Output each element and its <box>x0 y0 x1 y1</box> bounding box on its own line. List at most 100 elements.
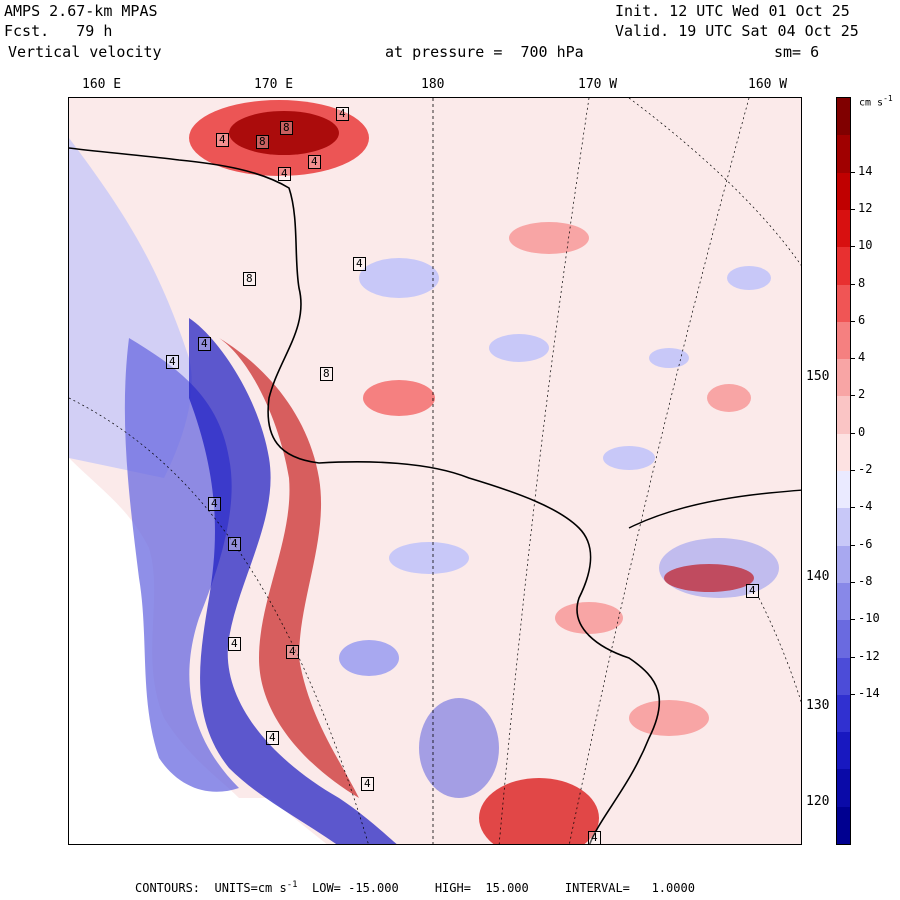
contour-label: 4 <box>216 133 229 147</box>
red-patch <box>707 384 751 412</box>
smoothing-label: sm= 6 <box>774 43 820 61</box>
colorbar-cell <box>837 769 850 808</box>
colorbar-cell <box>837 620 850 658</box>
contour-info: CONTOURS: UNITS=cm s-1 LOW= -15.000 HIGH… <box>135 880 695 895</box>
colorbar-tick <box>851 208 855 210</box>
blue-patch <box>649 348 689 368</box>
colorbar-tick <box>851 283 855 285</box>
colorbar-tick <box>851 395 855 397</box>
colorbar <box>836 97 851 845</box>
meridian-160e <box>69 397 369 844</box>
colorbar-cell <box>837 508 850 547</box>
colorbar-label: 8 <box>858 275 866 290</box>
colorbar-cell <box>837 247 850 285</box>
colorbar-tick <box>851 656 855 658</box>
coastline <box>69 147 661 844</box>
colorbar-cell <box>837 471 850 509</box>
colorbar-cell <box>837 657 850 696</box>
blue-patch <box>339 640 399 676</box>
colorbar-label: 4 <box>858 350 866 365</box>
east-updraft-area <box>664 564 754 592</box>
colorbar-cell <box>837 545 850 584</box>
blue-patch <box>489 334 549 362</box>
init-time: Init. 12 UTC Wed 01 Oct 25 <box>615 2 850 20</box>
colorbar-label: -4 <box>858 499 873 514</box>
contour-label: 4 <box>266 731 279 745</box>
contour-label: 4 <box>361 777 374 791</box>
contour-label: 4 <box>286 645 299 659</box>
forecast-hour: Fcst. 79 h <box>4 22 113 40</box>
out-of-domain-region <box>69 458 239 798</box>
colorbar-label: -8 <box>858 573 873 588</box>
blue-patch <box>389 542 469 574</box>
contour-label: 4 <box>198 337 211 351</box>
contour-label: 4 <box>166 355 179 369</box>
colorbar-cell <box>837 806 850 845</box>
contour-label: 4 <box>353 257 366 271</box>
contour-label: 4 <box>336 107 349 121</box>
colorbar-cell <box>837 694 850 733</box>
coastline-east <box>628 489 801 529</box>
blue-patch <box>359 258 439 298</box>
contour-label: 4 <box>278 167 291 181</box>
colorbar-label: -6 <box>858 536 873 551</box>
lon-tick-160w: 160 W <box>748 77 788 92</box>
valid-time: Valid. 19 UTC Sat 04 Oct 25 <box>615 22 859 40</box>
red-patch <box>555 602 623 634</box>
colorbar-cell <box>837 135 850 174</box>
strong-upward-band <box>219 338 359 798</box>
south-downdraft-area <box>419 698 499 798</box>
contour-label: 4 <box>746 584 759 598</box>
colorbar-tick <box>851 246 855 248</box>
contour-label: 8 <box>320 367 333 381</box>
contour-label: 4 <box>308 155 321 169</box>
colorbar-tick <box>851 507 855 509</box>
colorbar-label: 2 <box>858 387 866 402</box>
colorbar-tick <box>851 358 855 360</box>
colorbar-label: 0 <box>858 424 866 439</box>
out-of-domain-corner <box>69 798 327 844</box>
colorbar-label: -2 <box>858 462 873 476</box>
colorbar-tick <box>851 320 855 322</box>
map-panel <box>68 97 802 845</box>
colorbar-cell <box>837 732 850 770</box>
colorbar-cell <box>837 433 850 472</box>
contour-label: 8 <box>256 135 269 149</box>
contour-label: 4 <box>228 637 241 651</box>
lon-tick-170e: 170 E <box>254 77 294 92</box>
colorbar-tick <box>851 544 855 546</box>
colorbar-tick <box>851 470 855 471</box>
colorbar-tick <box>851 693 855 695</box>
colorbar-cell <box>837 582 850 621</box>
red-patch <box>363 380 435 416</box>
pressure-level: at pressure = 700 hPa <box>385 43 584 61</box>
contour-label: 8 <box>280 121 293 135</box>
colorbar-label: -10 <box>858 611 880 626</box>
red-patch <box>509 222 589 254</box>
south-updraft-area <box>479 778 599 844</box>
strong-downward-band <box>189 318 397 844</box>
colorbar-tick <box>851 619 855 621</box>
colorbar-cell <box>837 284 850 323</box>
blue-patch <box>603 446 655 470</box>
contour-label: 4 <box>228 537 241 551</box>
colorbar-cell <box>837 321 850 360</box>
parallel-arc <box>628 98 801 266</box>
colorbar-label: -14 <box>858 685 880 700</box>
colorbar-label: -12 <box>858 648 880 663</box>
colorbar-label: 6 <box>858 312 866 327</box>
colorbar-label: 14 <box>858 163 873 178</box>
colorbar-label: 12 <box>858 200 873 215</box>
lon-tick-170w: 170 W <box>578 77 618 92</box>
lon-tick-160e: 160 E <box>82 77 122 92</box>
meridian-160w <box>569 98 750 844</box>
colorbar-cell <box>837 359 850 397</box>
contour-label: 8 <box>243 272 256 286</box>
field-name: Vertical velocity <box>8 43 162 61</box>
colorbar-units: cm s-1 <box>859 94 893 109</box>
colorbar-tick <box>851 171 855 173</box>
colorbar-cell <box>837 172 850 211</box>
contour-label: 4 <box>208 497 221 511</box>
colorbar-tick <box>851 432 855 434</box>
